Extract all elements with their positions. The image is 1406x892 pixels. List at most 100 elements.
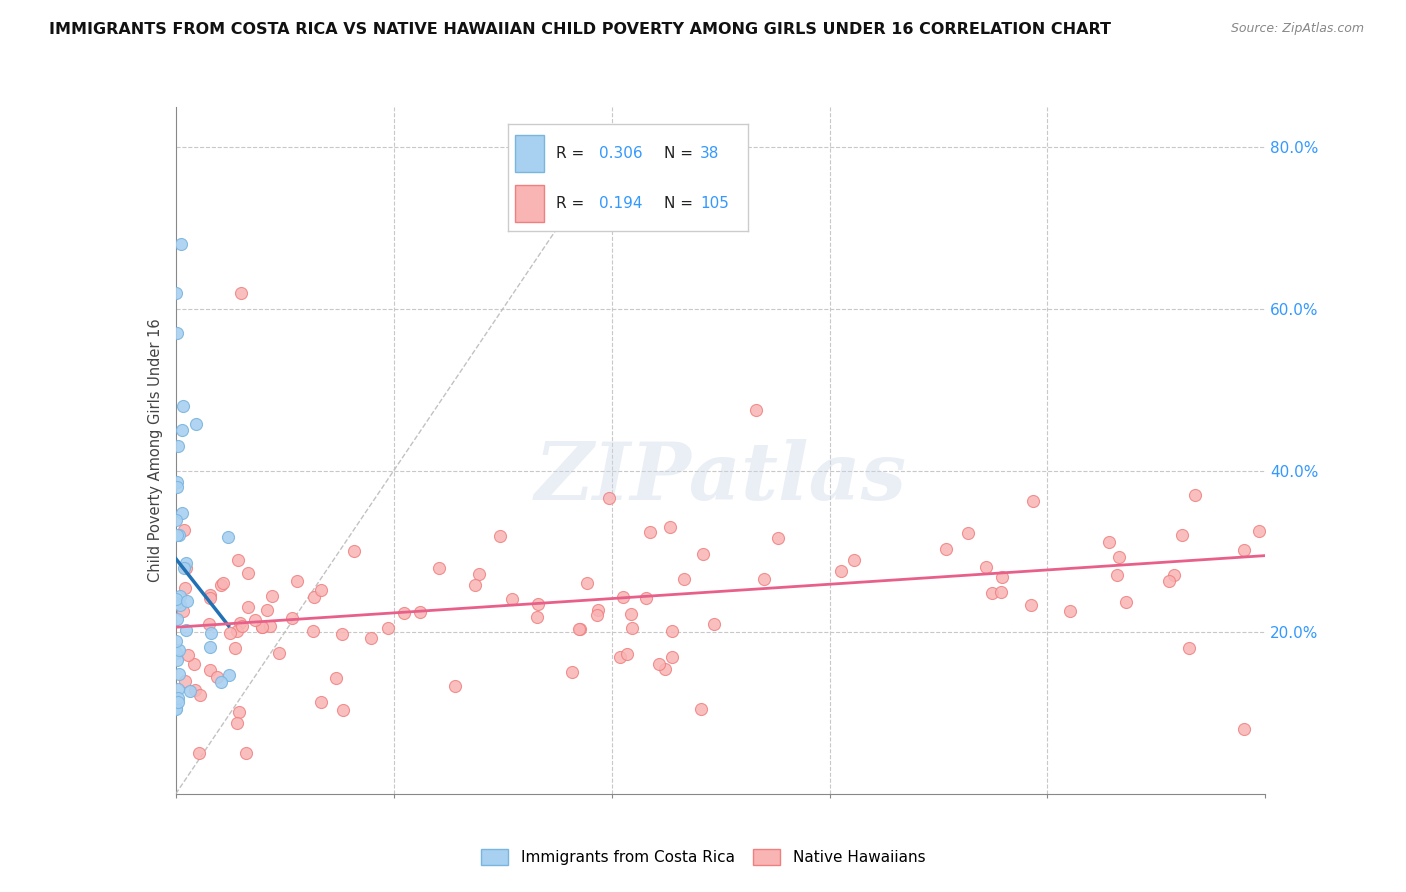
Point (256, 603, 278, 617)
Point (226, 624, 249, 638)
Point (444, 679, 467, 693)
Point (1022, 494, 1045, 508)
Point (200, 625, 222, 640)
Point (526, 610, 548, 624)
Point (238, 566, 260, 580)
Point (754, 572, 776, 586)
Point (205, 670, 228, 684)
Point (280, 610, 302, 624)
Point (488, 529, 510, 543)
Point (844, 553, 866, 567)
Point (198, 591, 221, 606)
Point (1177, 641, 1199, 656)
Point (1233, 543, 1256, 558)
Point (612, 590, 634, 604)
Point (166, 480, 188, 494)
Point (166, 612, 188, 626)
Point (377, 621, 399, 635)
Point (427, 561, 450, 575)
Point (167, 695, 190, 709)
Point (302, 624, 325, 638)
Point (179, 683, 201, 698)
Text: IMMIGRANTS FROM COSTA RICA VS NATIVE HAWAIIAN CHILD POVERTY AMONG GIRLS UNDER 16: IMMIGRANTS FROM COSTA RICA VS NATIVE HAW… (49, 22, 1111, 37)
Point (236, 600, 259, 615)
Point (174, 557, 197, 571)
Point (167, 666, 190, 681)
Point (228, 705, 250, 719)
Point (250, 620, 273, 634)
Point (703, 616, 725, 631)
Text: Source: ZipAtlas.com: Source: ZipAtlas.com (1230, 22, 1364, 36)
Point (304, 590, 326, 604)
Point (527, 598, 550, 612)
Point (309, 695, 332, 709)
Point (198, 664, 221, 678)
Point (166, 653, 188, 667)
Point (1159, 574, 1181, 588)
Point (170, 237, 193, 252)
Point (218, 668, 240, 682)
Point (658, 520, 681, 534)
Point (169, 589, 191, 603)
Point (200, 640, 222, 654)
Point (744, 402, 766, 417)
Point (165, 592, 187, 607)
Point (692, 548, 714, 562)
Point (172, 399, 194, 413)
Point (174, 674, 197, 689)
Point (217, 530, 239, 544)
Point (224, 641, 246, 656)
Point (173, 560, 195, 574)
Point (672, 572, 695, 586)
Point (561, 665, 583, 679)
Point (654, 663, 676, 677)
Point (172, 604, 194, 618)
Point (661, 624, 683, 638)
Point (501, 592, 523, 607)
Point (287, 574, 309, 589)
Legend: Immigrants from Costa Rica, Native Hawaiians: Immigrants from Costa Rica, Native Hawai… (475, 843, 931, 871)
Point (176, 594, 198, 608)
Point (598, 491, 620, 505)
Point (166, 528, 188, 542)
Point (661, 649, 683, 664)
Point (173, 581, 195, 595)
Point (228, 552, 250, 566)
Point (209, 578, 232, 592)
Point (167, 643, 190, 657)
Point (1163, 567, 1185, 582)
Point (981, 586, 1004, 600)
Point (174, 560, 197, 574)
Point (585, 608, 607, 623)
Point (568, 622, 591, 636)
Point (166, 691, 188, 706)
Point (231, 285, 253, 300)
Point (689, 702, 711, 716)
Point (259, 619, 281, 633)
Point (636, 591, 658, 605)
Point (166, 633, 188, 648)
Point (165, 285, 187, 300)
Point (177, 648, 200, 662)
Y-axis label: Child Poverty Among Girls Under 16: Child Poverty Among Girls Under 16 (148, 318, 163, 582)
Text: ZIPatlas: ZIPatlas (534, 439, 907, 516)
Point (1171, 528, 1194, 542)
Point (165, 596, 187, 610)
Point (183, 657, 205, 672)
Point (935, 541, 957, 556)
Point (974, 559, 997, 574)
Point (166, 439, 188, 453)
Point (166, 326, 188, 341)
Point (990, 570, 1012, 584)
Point (173, 523, 195, 537)
Point (165, 700, 187, 714)
Point (184, 682, 207, 697)
Point (648, 657, 671, 671)
Point (172, 423, 194, 437)
Point (830, 565, 852, 579)
Point (198, 616, 221, 631)
Point (229, 616, 252, 631)
Point (392, 606, 415, 620)
Point (620, 607, 643, 622)
Point (330, 627, 353, 641)
